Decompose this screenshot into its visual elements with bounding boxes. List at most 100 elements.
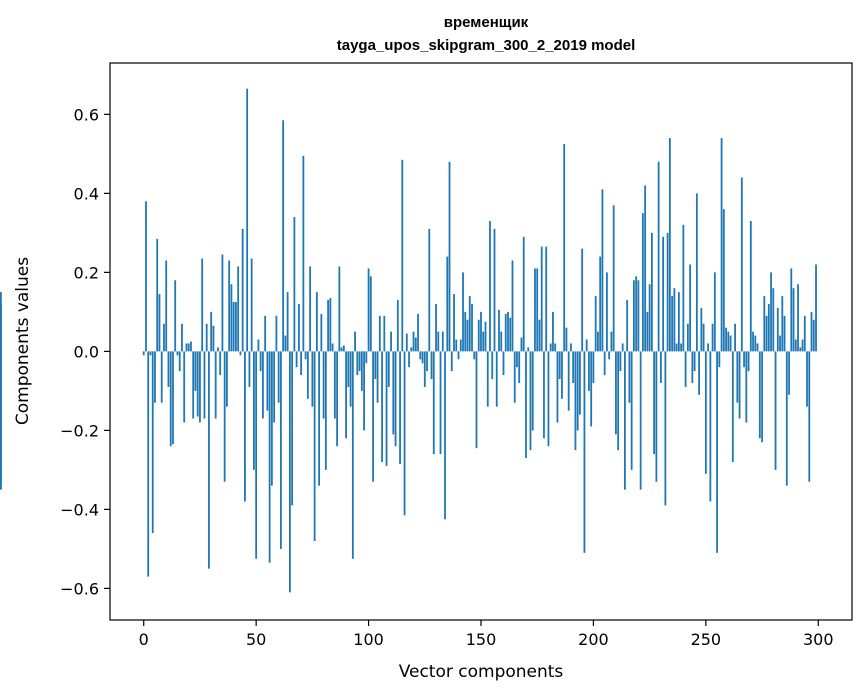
bar-167: [518, 351, 521, 383]
bar-259: [725, 327, 727, 352]
bar-53: [262, 351, 264, 419]
bar-193: [576, 351, 579, 431]
bar-161: [504, 313, 507, 352]
y-tick-label: −0.2: [60, 421, 99, 440]
bar-115: [401, 159, 404, 352]
bar-206: [606, 272, 608, 352]
bar-230: [659, 351, 662, 383]
bar-226: [650, 232, 653, 352]
bar-90: [345, 351, 347, 439]
bar-287: [788, 351, 790, 395]
bar-182: [552, 311, 554, 352]
bar-299: [815, 264, 817, 352]
bar-0: [142, 351, 145, 356]
bar-245: [693, 351, 696, 372]
bar-20: [187, 343, 190, 352]
bar-176: [538, 319, 541, 352]
bar-1: [145, 201, 147, 352]
bar-132: [439, 351, 442, 455]
bar-293: [801, 339, 804, 352]
bar-123: [419, 351, 422, 360]
bar-58: [273, 351, 276, 423]
bar-181: [549, 343, 552, 352]
bar-262: [731, 351, 734, 462]
x-tick-label: 300: [803, 630, 834, 649]
bar-42: [237, 266, 240, 352]
bar-109: [387, 351, 390, 387]
bar-113: [396, 300, 399, 352]
bar-289: [792, 288, 795, 352]
bar-169: [522, 236, 525, 352]
x-tick-label: 100: [353, 630, 384, 649]
bar-162: [507, 311, 509, 352]
bar-10: [165, 260, 168, 352]
bar-185: [558, 351, 561, 380]
bar-280: [772, 288, 775, 352]
bar-105: [378, 315, 381, 352]
bar-141: [459, 339, 462, 352]
bar-274: [758, 351, 761, 439]
bar-133: [441, 331, 444, 352]
bar-173: [531, 351, 534, 431]
bar-159: [500, 331, 503, 352]
bar-187: [563, 143, 566, 352]
bar-153: [486, 351, 489, 407]
bar-89: [342, 345, 345, 352]
bar-224: [646, 311, 649, 352]
bar-30: [210, 311, 213, 352]
bar-241: [684, 351, 687, 387]
bar-229: [657, 161, 660, 352]
bar-228: [655, 351, 658, 482]
bar-239: [680, 343, 683, 352]
bar-294: [803, 315, 806, 352]
bar-41: [235, 302, 237, 352]
bar-180: [547, 351, 550, 447]
bar-164: [511, 260, 514, 352]
bar-285: [783, 315, 786, 352]
bar-142: [462, 272, 464, 352]
bar-297: [810, 311, 813, 352]
bar-252: [709, 351, 712, 502]
bar-194: [579, 351, 581, 415]
bar-254: [713, 272, 716, 352]
bar-110: [390, 331, 392, 352]
bar-78: [318, 351, 321, 486]
bar-31: [212, 325, 215, 352]
bar-205: [603, 351, 606, 376]
bar-253: [711, 323, 714, 352]
bar-102: [372, 351, 374, 482]
bar-71: [302, 155, 305, 352]
bar-126: [426, 351, 428, 372]
bar-184: [556, 351, 559, 423]
bar-63: [284, 335, 287, 352]
bar-106: [381, 351, 383, 462]
bar-286: [785, 351, 788, 486]
bar-46: [246, 88, 249, 352]
bar-172: [529, 351, 532, 451]
bar-70: [300, 351, 303, 376]
bar-137: [450, 351, 453, 372]
bar-145: [468, 296, 471, 352]
bar-291: [797, 284, 799, 352]
bar-258: [722, 209, 725, 352]
bar-47: [248, 351, 251, 387]
bar-40: [232, 302, 235, 352]
bar-44: [241, 228, 244, 352]
bar-268: [745, 351, 748, 423]
bar-35: [221, 254, 224, 352]
bar-147: [473, 351, 476, 360]
bar-155: [491, 351, 494, 380]
bar-238: [677, 292, 680, 352]
bar-67: [293, 217, 296, 352]
bar-59: [275, 315, 278, 352]
bar-23: [194, 351, 197, 391]
bar-96: [358, 351, 361, 372]
bar-55: [266, 351, 269, 411]
chart-title: временщик: [444, 14, 529, 31]
bar-92: [349, 351, 352, 407]
bar-157: [495, 351, 498, 407]
bar-33: [217, 347, 219, 352]
bar-183: [554, 343, 557, 352]
bar-271: [752, 331, 754, 352]
x-axis-label: Vector components: [399, 662, 564, 682]
